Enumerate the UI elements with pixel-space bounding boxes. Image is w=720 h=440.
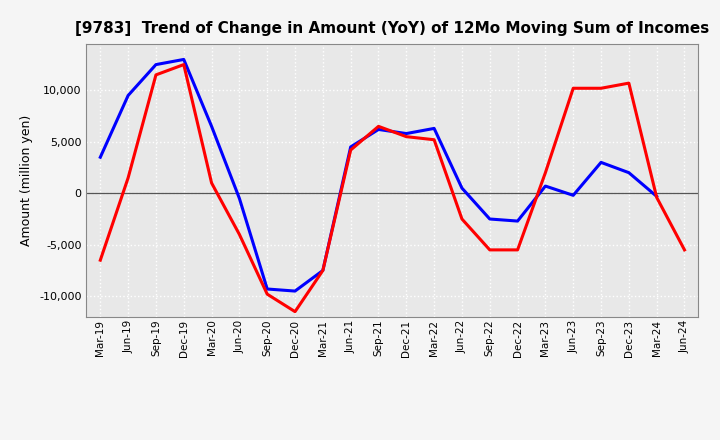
Net Income: [152, 72, 161, 77]
Ordinary Income: [263, 286, 271, 292]
Ordinary Income: [569, 193, 577, 198]
Legend: Ordinary Income, Net Income: Ordinary Income, Net Income: [243, 438, 542, 440]
Ordinary Income: [235, 196, 243, 201]
Net Income: [680, 247, 689, 253]
Net Income: [597, 86, 606, 91]
Line: Ordinary Income: Ordinary Income: [100, 59, 657, 291]
Net Income: [569, 86, 577, 91]
Ordinary Income: [374, 127, 383, 132]
Net Income: [485, 247, 494, 253]
Ordinary Income: [458, 186, 467, 191]
Ordinary Income: [207, 124, 216, 129]
Ordinary Income: [652, 194, 661, 199]
Ordinary Income: [541, 183, 550, 189]
Net Income: [430, 137, 438, 143]
Title: [9783]  Trend of Change in Amount (YoY) of 12Mo Moving Sum of Incomes: [9783] Trend of Change in Amount (YoY) o…: [76, 21, 709, 36]
Net Income: [374, 124, 383, 129]
Net Income: [96, 257, 104, 263]
Y-axis label: Amount (million yen): Amount (million yen): [20, 115, 34, 246]
Net Income: [179, 62, 188, 67]
Line: Net Income: Net Income: [100, 65, 685, 312]
Ordinary Income: [346, 144, 355, 150]
Ordinary Income: [152, 62, 161, 67]
Ordinary Income: [513, 218, 522, 224]
Net Income: [402, 134, 410, 139]
Net Income: [513, 247, 522, 253]
Net Income: [291, 309, 300, 314]
Net Income: [263, 292, 271, 297]
Net Income: [318, 268, 327, 273]
Net Income: [124, 175, 132, 180]
Ordinary Income: [402, 131, 410, 136]
Ordinary Income: [318, 268, 327, 273]
Net Income: [207, 180, 216, 186]
Net Income: [346, 147, 355, 153]
Net Income: [541, 170, 550, 175]
Ordinary Income: [291, 289, 300, 294]
Ordinary Income: [179, 57, 188, 62]
Net Income: [235, 232, 243, 237]
Ordinary Income: [124, 93, 132, 98]
Net Income: [458, 216, 467, 222]
Net Income: [624, 81, 633, 86]
Ordinary Income: [96, 154, 104, 160]
Ordinary Income: [624, 170, 633, 175]
Ordinary Income: [485, 216, 494, 222]
Ordinary Income: [430, 126, 438, 131]
Ordinary Income: [597, 160, 606, 165]
Net Income: [652, 195, 661, 200]
